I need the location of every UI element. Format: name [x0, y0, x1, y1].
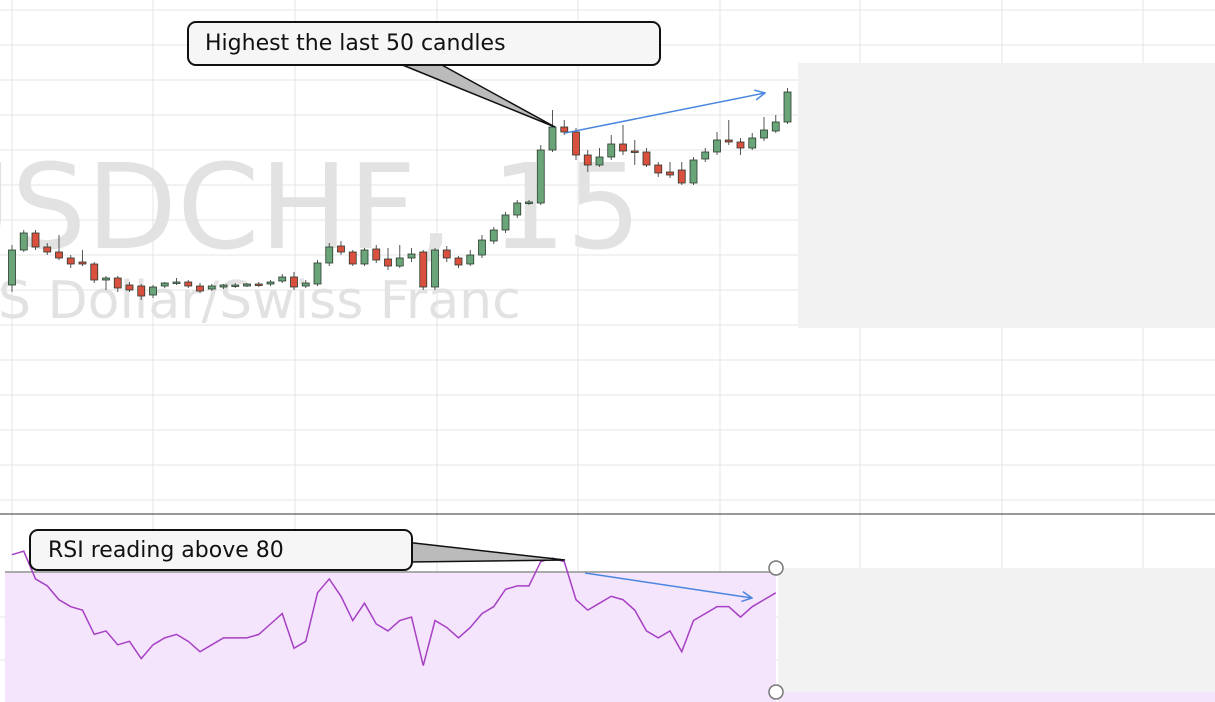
- candle-body: [172, 281, 181, 284]
- candle-body: [266, 281, 275, 285]
- rsi-zone-right: [778, 692, 1215, 702]
- rsi: [5, 550, 777, 666]
- candle-body: [572, 131, 580, 156]
- candle-body: [66, 257, 75, 265]
- callout: [187, 21, 661, 66]
- candle-body: [619, 143, 627, 152]
- candle-body: [113, 277, 122, 289]
- callout-pointer: [399, 63, 556, 128]
- candle-body: [219, 284, 228, 288]
- candle-body: [466, 254, 475, 265]
- handle[interactable]: [768, 684, 784, 700]
- candles: [8, 88, 792, 300]
- callout-text: Highest the last 50 candles: [205, 31, 506, 56]
- candle-body: [55, 251, 63, 259]
- candle-body: [783, 91, 792, 123]
- candle-body: [771, 121, 780, 132]
- candle-body: [19, 232, 28, 251]
- candle-body: [102, 277, 110, 281]
- candle-body: [184, 281, 193, 287]
- callout: [29, 529, 413, 571]
- candle-body: [478, 239, 486, 256]
- candle-body: [489, 229, 498, 242]
- info-box: [798, 63, 1215, 328]
- candle-body: [666, 171, 674, 176]
- candle-body: [278, 276, 287, 282]
- candle-body: [372, 248, 381, 261]
- candle-body: [431, 249, 439, 288]
- candle-body: [736, 141, 745, 149]
- candle-body: [360, 249, 369, 265]
- candle-body: [43, 246, 52, 253]
- candle-body: [254, 283, 263, 286]
- callout-text: RSI reading above 80: [48, 538, 284, 563]
- candle-body: [407, 253, 416, 259]
- candle-body: [313, 262, 322, 285]
- candle-body: [419, 251, 428, 288]
- rsi-line: [11, 550, 777, 666]
- watermark: USDCHF, 15: [0, 138, 641, 276]
- candle-body: [149, 286, 157, 296]
- candle-body: [442, 249, 451, 259]
- candle-body: [595, 156, 604, 166]
- trend-arrow: [584, 572, 752, 598]
- candle-body: [90, 263, 99, 281]
- candle-body: [724, 139, 733, 143]
- candle-body: [536, 149, 545, 204]
- callout-pointer: [404, 541, 566, 563]
- candle-body: [642, 151, 651, 166]
- candle-body: [713, 139, 721, 153]
- candle-body: [760, 129, 768, 139]
- candle-body: [301, 282, 310, 287]
- candle-body: [525, 201, 533, 204]
- candle-body: [348, 251, 357, 265]
- candle-body: [607, 143, 616, 158]
- candle-body: [701, 151, 710, 160]
- candle-body: [548, 126, 557, 151]
- candle-body: [677, 169, 686, 184]
- candle-body: [196, 285, 204, 292]
- candle-body: [583, 154, 592, 166]
- candle-body: [501, 214, 510, 231]
- candle-body: [207, 285, 216, 290]
- rsi-info-box: [778, 568, 1215, 692]
- candle-body: [160, 282, 169, 287]
- trend-arrow: [564, 93, 765, 134]
- candle-body: [337, 245, 345, 253]
- rsi-zone: [5, 572, 776, 702]
- candle-body: [513, 202, 522, 216]
- watermark-subtitle: US Dollar/Swiss Franc: [0, 271, 521, 331]
- candle-body: [8, 249, 16, 286]
- candle-body: [325, 246, 334, 264]
- candle-body: [395, 257, 404, 267]
- candle-body: [243, 283, 251, 287]
- candle-body: [654, 164, 663, 174]
- candle-body: [137, 285, 146, 297]
- candle-body: [560, 126, 569, 133]
- handle[interactable]: [768, 560, 784, 576]
- candle-body: [630, 150, 639, 153]
- candle-body: [689, 159, 698, 184]
- candle-body: [748, 137, 757, 149]
- candle-body: [290, 276, 298, 288]
- candle-body: [454, 257, 463, 266]
- candle-body: [31, 232, 40, 248]
- candle-body: [78, 261, 87, 265]
- candle-body: [384, 258, 392, 267]
- candle-body: [231, 284, 240, 287]
- candle-body: [125, 284, 134, 291]
